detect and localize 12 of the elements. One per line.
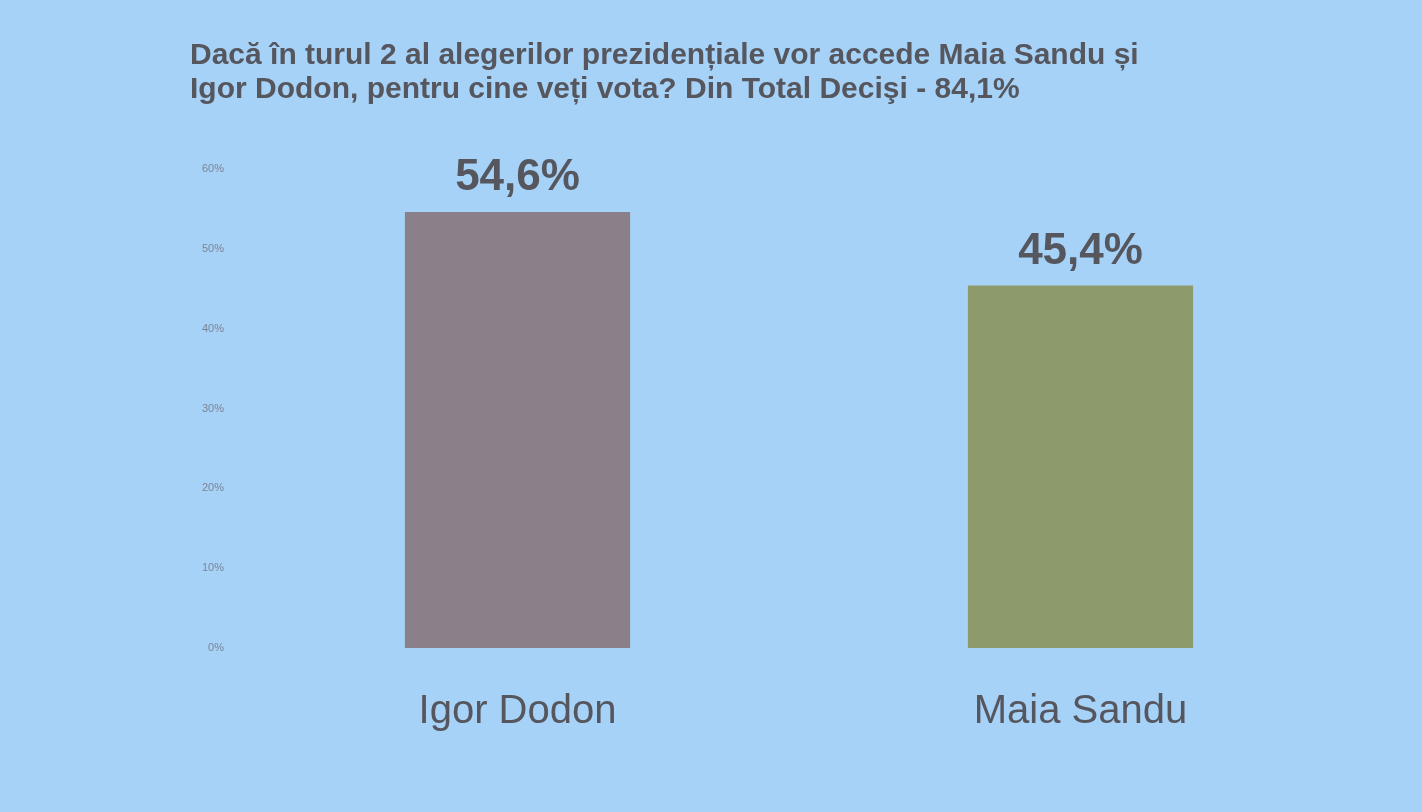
y-tick-label: 60%	[201, 162, 225, 175]
chart-title: Dacă în turul 2 al alegerilor prezidențiale vor accede Maia Sandu și Igor Dodon, pentru cine veți vota? Din Total Decişi - 84,1%	[190, 36, 1139, 106]
data-label: 54,6%	[455, 150, 580, 200]
y-tick-label: 30%	[201, 401, 225, 414]
x-tick-label: Igor Dodon	[418, 687, 617, 732]
y-tick-label: 50%	[201, 241, 225, 254]
y-tick-label: 0%	[208, 641, 225, 654]
x-tick-label: Maia Sandu	[973, 687, 1188, 732]
y-tick-label: 10%	[201, 561, 225, 574]
data-label: 45,4%	[1018, 223, 1143, 273]
y-tick-label: 20%	[201, 481, 225, 494]
y-tick-label: 40%	[201, 321, 225, 334]
